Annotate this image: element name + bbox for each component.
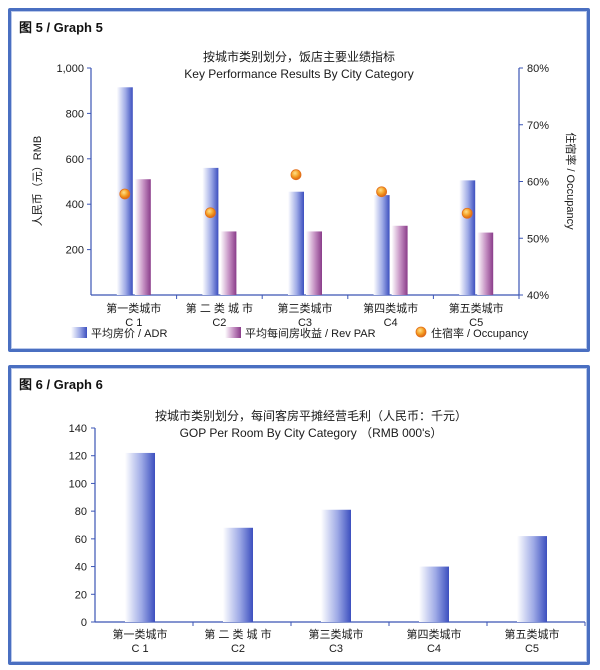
category-label-cn: 第 二 类 城 市 <box>186 301 253 315</box>
category-label-cn: 第三类城市 <box>309 627 364 641</box>
category-label-cn: 第一类城市 <box>113 627 168 641</box>
y2-tick-label: 40% <box>527 290 549 302</box>
category-label-cn: 第四类城市 <box>407 627 462 641</box>
revpar-bar <box>391 225 408 295</box>
category-label-cn: 第三类城市 <box>278 301 333 315</box>
gop-bar <box>419 566 449 622</box>
occupancy-point <box>290 169 302 181</box>
category-label-cn: 第五类城市 <box>449 301 504 315</box>
revpar-bar <box>134 179 151 295</box>
gop-bar <box>321 509 351 622</box>
category-label-cn: 第五类城市 <box>505 627 560 641</box>
graph-5-label: 图 5 / Graph 5 <box>19 20 103 35</box>
legend-swatch-occupancy <box>415 326 427 338</box>
category-label-en: C4 <box>427 643 441 655</box>
category-label-en: C4 <box>384 317 398 329</box>
legend-swatch-adr <box>71 327 87 338</box>
occupancy-point <box>119 188 131 200</box>
graph-6-panel: 图 6 / Graph 6 按城市类别划分，每间客房平摊经营毛利（人民币：千元）… <box>8 365 590 665</box>
category-label-en: C2 <box>231 643 245 655</box>
chart-subtitle: Key Performance Results By City Category <box>184 67 413 81</box>
y-tick-label: 120 <box>69 451 87 463</box>
y2-axis-label: 住宿率 / Occupancy <box>564 132 578 230</box>
gop-bar <box>125 452 155 622</box>
y2-tick-label: 50% <box>527 233 549 245</box>
graph-5-panel: 图 5 / Graph 5 按城市类别划分，饭店主要业绩指标 Key Perfor… <box>8 8 590 352</box>
occupancy-point <box>204 207 216 219</box>
y-axis-label: 人民币（元）RMB <box>31 136 44 226</box>
revpar-bar <box>477 232 494 295</box>
category-label-en: C2 <box>212 317 226 329</box>
category-label-en: C3 <box>298 317 312 329</box>
y-tick-label: 600 <box>66 154 84 166</box>
adr-bar <box>459 180 476 295</box>
gop-bar <box>223 527 253 622</box>
graph-6-chart: 按城市类别划分，每间客房平摊经营毛利（人民币：千元） GOP Per Room B… <box>69 408 586 655</box>
chart-title: 按城市类别划分，每间客房平摊经营毛利（人民币：千元） <box>155 408 467 423</box>
y-tick-label: 0 <box>81 617 87 629</box>
y-tick-label: 1,000 <box>56 63 84 75</box>
legend-swatch-revpar <box>225 327 241 338</box>
chart-title: 按城市类别划分，饭店主要业绩指标 <box>203 49 395 64</box>
occupancy-point <box>376 186 388 198</box>
adr-bar <box>202 167 219 295</box>
y2-tick-label: 80% <box>527 63 549 75</box>
category-label-en: C 1 <box>131 643 148 655</box>
graph-6-label: 图 6 / Graph 6 <box>19 377 103 392</box>
legend-label-revpar: 平均每间房收益 / Rev PAR <box>245 326 376 340</box>
revpar-bar <box>306 231 322 295</box>
y2-tick-label: 70% <box>527 120 549 132</box>
category-label-en: C5 <box>525 643 539 655</box>
gop-bar <box>517 536 547 622</box>
chart-subtitle: GOP Per Room By City Category （RMB 000's… <box>180 426 443 440</box>
y-tick-label: 400 <box>66 199 84 211</box>
category-label-en: C 1 <box>125 317 142 329</box>
legend-label-occupancy: 住宿率 / Occupancy <box>431 326 529 340</box>
category-label-cn: 第 二 类 城 市 <box>204 627 271 641</box>
y-tick-label: 100 <box>69 478 87 490</box>
y-tick-label: 800 <box>66 108 84 120</box>
category-label-cn: 第四类城市 <box>363 301 418 315</box>
revpar-bar <box>220 231 237 295</box>
graph-5-chart: 按城市类别划分，饭店主要业绩指标 Key Performance Results … <box>31 49 578 340</box>
category-label-cn: 第一类城市 <box>106 301 161 315</box>
adr-bar <box>288 191 304 295</box>
y-tick-label: 40 <box>75 562 87 574</box>
y-tick-label: 20 <box>75 589 87 601</box>
occupancy-point <box>461 207 473 219</box>
y-tick-label: 140 <box>69 423 87 435</box>
y-tick-label: 200 <box>66 245 84 257</box>
category-label-en: C3 <box>329 643 343 655</box>
legend-label-adr: 平均房价 / ADR <box>91 327 167 340</box>
y-tick-label: 60 <box>75 534 87 546</box>
y-tick-label: 80 <box>75 506 87 518</box>
category-label-en: C5 <box>469 317 483 329</box>
y2-tick-label: 60% <box>527 177 549 189</box>
adr-bar <box>373 195 390 295</box>
